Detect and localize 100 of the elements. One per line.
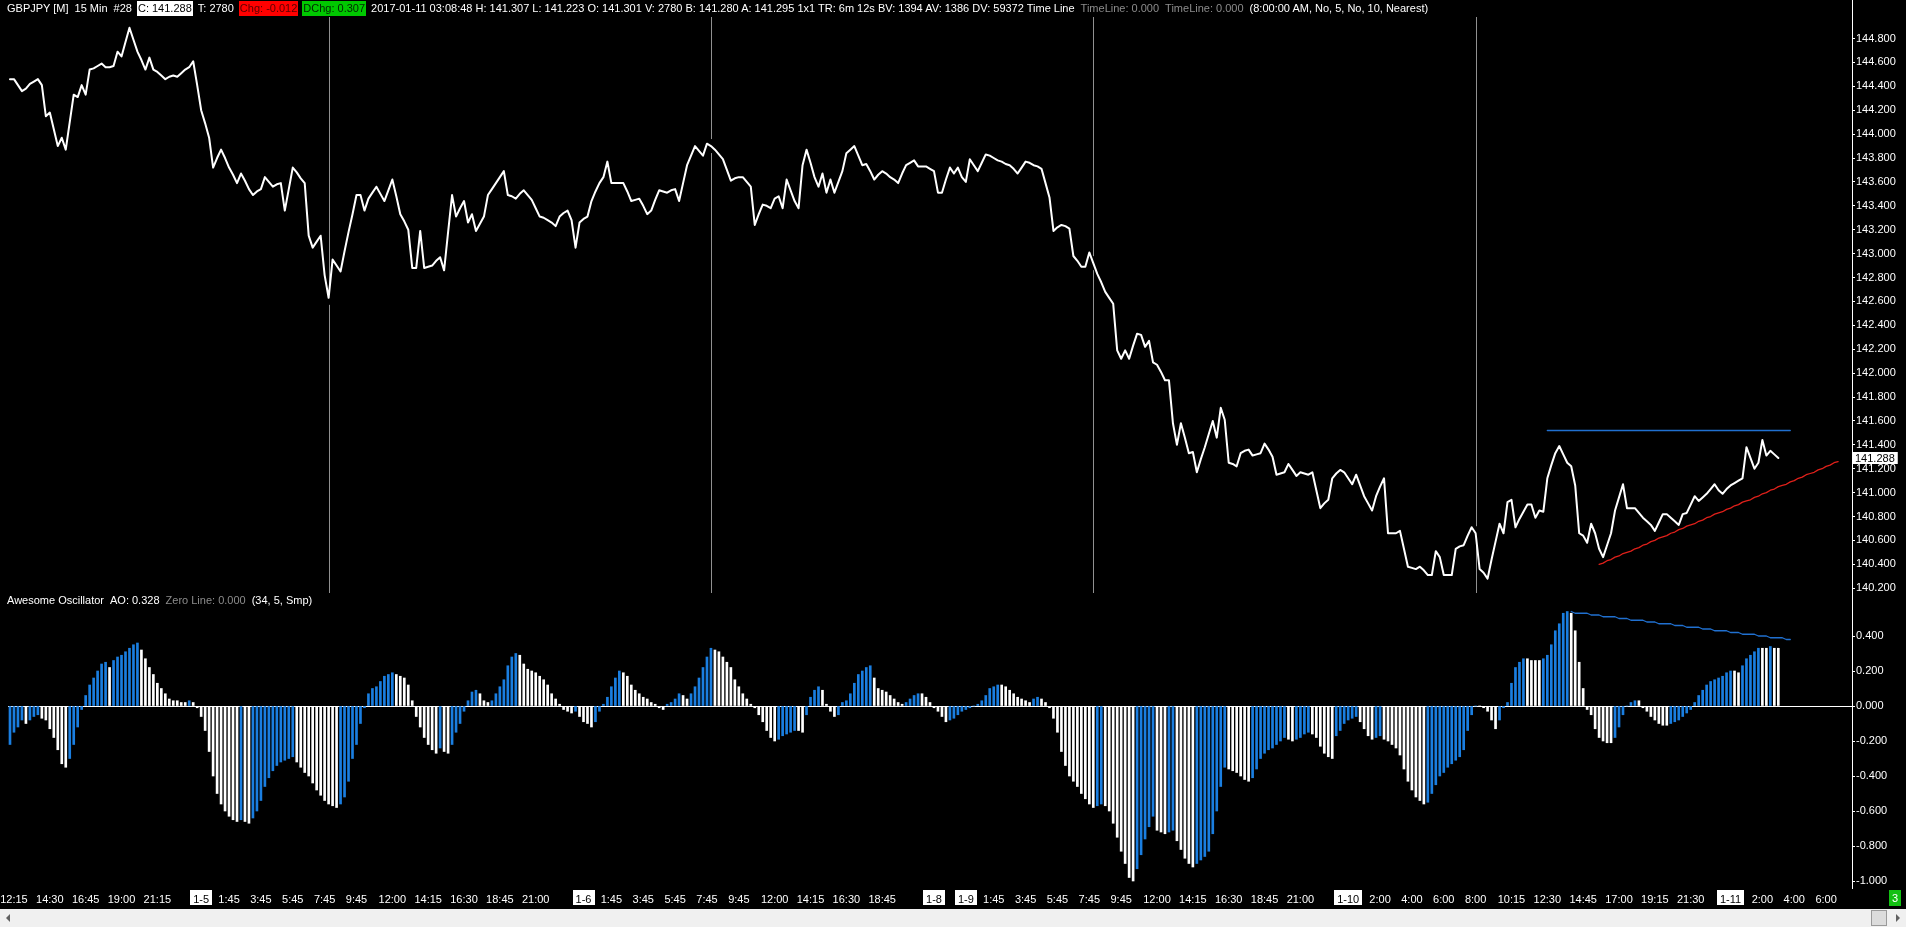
text: (8:00:00 AM, No, 5, No, 10, Nearest) bbox=[1248, 1, 1430, 16]
y-tick-label: 140.400 bbox=[1856, 557, 1896, 570]
x-tick-label: 19:00 bbox=[107, 892, 136, 905]
y-tick-label: 140.600 bbox=[1856, 533, 1896, 546]
x-tick-label: 4:00 bbox=[1401, 892, 1423, 905]
text: #28 bbox=[112, 1, 133, 16]
y-tick-label: 140.800 bbox=[1856, 509, 1896, 522]
y-tick-label: 141.800 bbox=[1856, 390, 1896, 403]
y-tick-label: 142.200 bbox=[1856, 342, 1896, 355]
x-tick-label: 3:45 bbox=[1014, 892, 1037, 905]
y-tick-label: 142.600 bbox=[1856, 294, 1896, 307]
y-tick-label: 141.400 bbox=[1856, 437, 1896, 450]
text: T: 2780 bbox=[196, 1, 235, 16]
y-tick-label: 141.000 bbox=[1856, 485, 1896, 498]
x-tick-label: 9:45 bbox=[345, 892, 368, 905]
x-tick-label: 4:00 bbox=[1783, 892, 1805, 905]
x-tick-label: 7:45 bbox=[1078, 892, 1101, 905]
y-tick-label: 144.600 bbox=[1856, 55, 1896, 68]
y-tick-label: -0.200 bbox=[1856, 734, 1888, 747]
y-tick-label: 143.600 bbox=[1856, 174, 1896, 187]
x-tick-label: 12:00 bbox=[760, 892, 789, 905]
x-tick-label: 3:45 bbox=[632, 892, 654, 905]
x-tick-label: 9:45 bbox=[728, 892, 750, 905]
y-tick-label: 0.400 bbox=[1856, 629, 1884, 642]
text: Chg: -0.012 bbox=[238, 1, 299, 16]
chart-subtitle: 15 Min bbox=[73, 1, 109, 16]
x-tick-label: 1:45 bbox=[983, 892, 1005, 905]
text: 2017-01-11 03:08:48 H: 141.307 L: 141.223 O: 141.301 V: 2780 B: 141.280 A: 141.295 1x1 TR: 6m 12s BV: 1394 AV: 1386 DV: 59372 Time Line bbox=[370, 1, 1076, 16]
y-tick-label: 143.800 bbox=[1856, 151, 1896, 164]
x-tick-label: 1-10 bbox=[1337, 892, 1360, 905]
x-tick-label: 14:15 bbox=[796, 892, 825, 905]
x-tick-label: 8:00 bbox=[1464, 892, 1487, 905]
x-tick-label: 9:45 bbox=[1110, 892, 1132, 905]
annotation: (34, 5, Smp) bbox=[250, 593, 314, 608]
x-tick-label: 5:45 bbox=[1046, 892, 1069, 905]
x-tick-label: 16:30 bbox=[1214, 892, 1243, 905]
x-tick-label: 14:30 bbox=[36, 892, 64, 905]
x-tick-label: 1-9 bbox=[957, 892, 974, 905]
x-tick-label: 12:30 bbox=[1533, 892, 1562, 905]
y-tick-label: 142.400 bbox=[1856, 318, 1896, 331]
x-tick-label: 14:15 bbox=[1179, 892, 1207, 905]
x-tick-label: 16:30 bbox=[832, 892, 861, 905]
y-tick-label: 141.600 bbox=[1856, 413, 1896, 426]
x-tick-label: 18:45 bbox=[1250, 892, 1279, 905]
y-tick-label: -0.600 bbox=[1856, 804, 1888, 817]
x-tick-label: 5:45 bbox=[282, 892, 304, 905]
y-tick-label: 144.200 bbox=[1856, 103, 1896, 116]
x-tick-label: 12:00 bbox=[378, 892, 407, 905]
text: TimeLine: 0.000 bbox=[1164, 1, 1245, 16]
y-tick-label: 144.400 bbox=[1856, 79, 1896, 92]
y-tick-label: 0.200 bbox=[1856, 664, 1884, 677]
y-tick-label: -0.800 bbox=[1856, 839, 1888, 852]
x-tick-label: 1-11 bbox=[1719, 892, 1742, 905]
x-tick-label: 18:45 bbox=[486, 892, 514, 905]
x-tick-label: 14:45 bbox=[1569, 892, 1597, 905]
y-tick-label: 143.400 bbox=[1856, 198, 1896, 211]
y-tick-label: 140.200 bbox=[1856, 581, 1896, 594]
x-tick-label: 18:45 bbox=[868, 892, 896, 905]
x-tick-label: 17:00 bbox=[1605, 892, 1633, 905]
y-tick-label: 143.200 bbox=[1856, 222, 1896, 235]
y-tick-label: 142.800 bbox=[1856, 270, 1896, 283]
y-tick-label: 141.200 bbox=[1856, 461, 1896, 474]
annotation: AO: 0.328 bbox=[109, 593, 161, 608]
y-tick-label: 0.000 bbox=[1856, 699, 1884, 712]
y-tick-label: 143.000 bbox=[1856, 246, 1896, 259]
y-tick-label: 142.000 bbox=[1856, 366, 1896, 379]
y-tick-label: -0.400 bbox=[1856, 769, 1888, 782]
text: 141.288 bbox=[1855, 451, 1895, 464]
x-tick-label: 19:15 bbox=[1641, 892, 1669, 905]
x-tick-label: 10:15 bbox=[1497, 892, 1526, 905]
annotation: Zero Line: 0.000 bbox=[164, 593, 247, 608]
x-tick-label: 1-6 bbox=[575, 892, 592, 905]
x-tick-label: 1:45 bbox=[600, 892, 623, 905]
x-tick-label: 21:15 bbox=[143, 892, 172, 905]
x-tick-label: 21:00 bbox=[521, 892, 550, 905]
x-tick-label: 1-8 bbox=[926, 892, 942, 905]
y-tick-label: 144.000 bbox=[1856, 127, 1896, 140]
text: C: 141.288 bbox=[136, 1, 193, 16]
x-tick-label: 5:45 bbox=[664, 892, 686, 905]
x-tick-label: 21:30 bbox=[1676, 892, 1705, 905]
y-tick-label: -1.000 bbox=[1856, 874, 1888, 887]
x-tick-label: 7:45 bbox=[313, 892, 336, 905]
x-tick-label: 16:45 bbox=[71, 892, 100, 905]
chart-title: Awesome Oscillator bbox=[6, 593, 105, 608]
x-tick-label: 12:15 bbox=[0, 892, 28, 905]
x-tick-label: 7:45 bbox=[696, 892, 718, 905]
x-tick-label: 14:15 bbox=[414, 892, 442, 905]
text: 3 bbox=[1889, 890, 1901, 906]
y-tick-label: 144.800 bbox=[1856, 31, 1896, 44]
x-tick-label: 16:30 bbox=[450, 892, 478, 905]
x-tick-label: 21:00 bbox=[1286, 892, 1315, 905]
x-tick-label: 3:45 bbox=[250, 892, 272, 905]
text: DChg: 0.307 bbox=[302, 1, 367, 16]
x-tick-label: 1:45 bbox=[218, 892, 240, 905]
x-tick-label: 2:00 bbox=[1369, 892, 1391, 905]
chart-title: GBPJPY [M] bbox=[6, 1, 70, 16]
x-tick-label: 6:00 bbox=[1433, 892, 1455, 905]
x-tick-label: 2:00 bbox=[1751, 892, 1774, 905]
x-tick-label: 6:00 bbox=[1815, 892, 1837, 905]
x-tick-label: 12:00 bbox=[1143, 892, 1171, 905]
